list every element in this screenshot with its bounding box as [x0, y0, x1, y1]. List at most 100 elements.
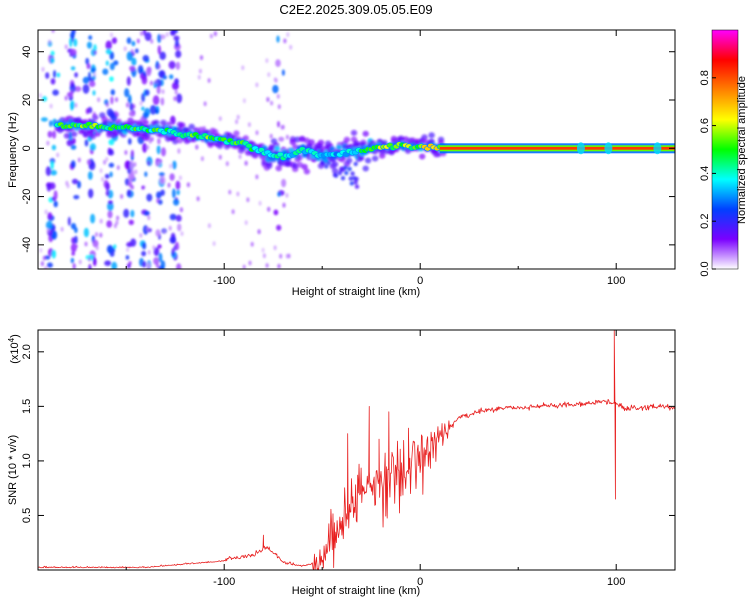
spectrogram-noise-cell — [56, 72, 61, 78]
spectrogram-noise-cell — [71, 251, 75, 256]
spectrogram-noise-cell — [72, 263, 76, 269]
spectrogram-noise-cell — [116, 215, 120, 221]
spectrogram-ridge-halo-cell — [197, 126, 205, 133]
spectrogram-noise-cell — [173, 198, 180, 206]
spectrogram-band-blob — [576, 142, 585, 155]
spectrogram-noise-cell — [70, 89, 74, 95]
spectrogram-noise-cell — [196, 196, 200, 202]
snr-x-tick-label: 0 — [417, 576, 423, 588]
spectrogram-noise-cell — [106, 220, 113, 228]
spectrogram-noise-cell — [169, 30, 176, 36]
spectrogram-ridge-halo-cell — [303, 168, 311, 175]
spectrogram-noise-cell — [152, 95, 160, 106]
spectrogram-noise-cell — [47, 130, 53, 138]
spectrogram-y-axis-label: Frequency (Hz) — [7, 112, 19, 188]
spectrogram-ridge-halo-cell — [349, 181, 354, 186]
spectrogram-noise-cell — [156, 198, 160, 204]
spectrogram-noise-cell — [142, 112, 149, 119]
spectrogram-noise-cell — [130, 169, 135, 179]
spectrogram-frame — [37, 29, 676, 270]
spectrogram-noise-cell — [197, 74, 201, 80]
spectrogram-noise-cell — [105, 156, 109, 162]
spectrogram-noise-cell — [270, 100, 274, 106]
spectrogram-noise-cell — [267, 72, 271, 77]
spectrogram-ridge-halo-cell — [350, 129, 358, 136]
spectrogram-noise-cell — [110, 96, 114, 105]
spectrogram-ridge-halo-cell — [343, 165, 348, 170]
spectrogram-ridge-halo-cell — [362, 130, 369, 137]
spectrogram-noise-cell — [74, 72, 78, 78]
spectrogram-noise-cell — [129, 65, 136, 72]
spectrogram-noise-cell — [175, 214, 182, 222]
spectrogram-noise-cell — [126, 51, 133, 61]
spectrogram-noise-cell — [175, 39, 179, 48]
spectrogram-noise-cell — [50, 169, 57, 176]
spectrogram-ridge-halo-cell — [331, 161, 339, 168]
spectrogram-noise-cell — [130, 238, 137, 247]
spectrogram-noise-cell — [153, 257, 160, 265]
spectrogram-noise-cell — [73, 38, 78, 47]
spectrogram-noise-cell — [56, 152, 60, 158]
spectrogram-noise-cell — [248, 260, 252, 266]
spectrogram-noise-cell — [168, 225, 172, 231]
spectrogram-x-tick-label: 0 — [417, 275, 423, 287]
spectrogram-noise-cell — [141, 250, 147, 257]
spectrogram-noise-cell — [161, 147, 166, 157]
spectrogram-noise-cell — [73, 195, 80, 200]
spectrogram-noise-cell — [150, 38, 154, 44]
spectrogram-noise-cell — [107, 201, 114, 212]
spectrogram-noise-cell — [235, 119, 239, 125]
spectrogram-noise-cell — [126, 37, 132, 44]
spectrogram-noise-cell — [89, 143, 96, 151]
spectrogram-noise-cell — [99, 232, 103, 238]
spectrogram-noise-cell — [123, 46, 127, 52]
spectrogram-noise-cell — [129, 102, 134, 111]
spectrogram-noise-cell — [269, 133, 273, 139]
spectrogram-noise-cell — [285, 134, 289, 140]
spectrogram-noise-cell — [139, 233, 143, 238]
spectrogram-ridge-halo-cell — [379, 152, 386, 159]
spectrogram-noise-cell — [174, 89, 178, 95]
spectrogram-noise-cell — [261, 247, 265, 253]
spectrogram-ridge-halo-cell — [289, 139, 296, 146]
spectrogram-ridge-halo-cell — [371, 155, 379, 162]
spectrogram-noise-cell — [174, 78, 179, 85]
spectrogram-noise-cell — [50, 78, 56, 85]
spectrogram-panel: -100 0 100 -40 -20 0 20 40 Height of straight l… — [7, 29, 676, 298]
spectrogram-noise-cell — [147, 160, 151, 166]
spectrogram-noise-cell — [231, 209, 235, 215]
spectrogram-noise-cell — [148, 138, 152, 144]
spectrogram-ridge-halo-cell — [350, 171, 355, 176]
snr-background — [38, 330, 675, 570]
spectrogram-noise-cell — [176, 263, 182, 269]
spectrogram-ridge-halo-cell — [160, 119, 167, 126]
spectrogram-noise-cell — [130, 149, 134, 157]
spectrogram-noise-cell — [99, 168, 103, 174]
spectrogram-noise-cell — [162, 229, 166, 234]
spectrogram-noise-cell — [45, 72, 50, 79]
spectrogram-ridge-halo-cell — [331, 167, 339, 174]
spectrogram-noise-cell — [51, 144, 57, 151]
colorbar-tick-label: 0.0 — [699, 261, 711, 276]
spectrogram-noise-cell — [266, 97, 270, 102]
spectrogram-noise-cell — [83, 227, 89, 238]
snr-x-tick-label: 100 — [607, 576, 625, 588]
spectrogram-ridge-halo-cell — [70, 131, 78, 138]
spectrogram-noise-cell — [42, 255, 46, 261]
spectrogram-noise-cell — [147, 250, 151, 255]
spectrogram-ridge-halo-cell — [362, 165, 369, 172]
spectrogram-noise-cell — [85, 57, 90, 65]
spectrogram-noise-cell — [155, 263, 160, 269]
spectrogram-noise-cell — [106, 245, 114, 254]
spectrogram-noise-cell — [171, 247, 176, 253]
spectrogram-noise-cell — [108, 150, 115, 156]
spectrogram-noise-cell — [113, 244, 117, 249]
spectrogram-noise-cell — [173, 96, 178, 102]
spectrogram-ridge-halo-cell — [421, 134, 428, 141]
snr-y-multiplier-base: (x10 — [9, 342, 21, 363]
spectrogram-noise-cell — [64, 95, 68, 101]
spectrogram-ridge-halo-cell — [339, 167, 344, 172]
spectrogram-noise-cell — [180, 231, 184, 237]
spectrogram-noise-cell — [199, 55, 204, 60]
spectrogram-noise-cell — [157, 244, 162, 249]
